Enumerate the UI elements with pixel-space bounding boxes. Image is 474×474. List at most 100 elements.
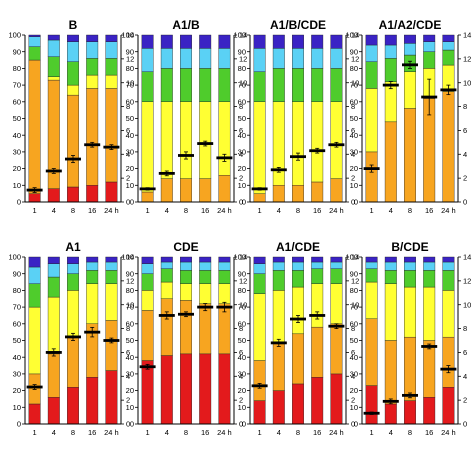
bar-segment: [47, 397, 60, 425]
bar-segment: [365, 261, 378, 269]
y-tick-label: 30: [126, 148, 134, 157]
bar-segment: [180, 256, 192, 263]
panel-title: B: [69, 18, 78, 32]
y-tick-label: 100: [345, 31, 358, 40]
y-tick-label: 10: [13, 181, 21, 190]
bar-segment: [442, 256, 455, 263]
bar-segment: [384, 283, 397, 341]
bar-segment: [423, 261, 436, 271]
y-tick-label: 10: [126, 181, 134, 190]
bar-segment: [272, 101, 285, 186]
bar-segment: [180, 48, 192, 69]
bar-segment: [253, 293, 266, 361]
y2-tick-label: 4: [239, 150, 243, 159]
bar-segment: [442, 336, 455, 388]
y2-tick-label: 4: [351, 372, 355, 381]
bar-segment: [199, 270, 212, 284]
y-tick-label: 80: [126, 64, 134, 73]
y2-tick-label: 14: [239, 253, 247, 262]
x-tick-label: 16: [313, 206, 321, 215]
bar-segment: [330, 283, 343, 324]
bar-segment: [423, 41, 436, 52]
bar-segment: [28, 193, 41, 203]
bar-segment: [404, 336, 416, 401]
y-tick-label: 60: [350, 97, 358, 106]
y2-tick-label: 12: [351, 276, 359, 285]
y-tick-label: 50: [126, 114, 134, 123]
bar-segment: [67, 290, 79, 338]
y-tick-label: 80: [13, 64, 21, 73]
bar-segment: [292, 256, 304, 263]
marker: [251, 187, 268, 191]
y2-tick-label: 8: [351, 102, 355, 111]
x-tick-label: 4: [165, 206, 169, 215]
marker: [158, 171, 175, 175]
y2-tick-label: 12: [351, 54, 359, 63]
bar-segment: [180, 353, 192, 425]
bar-segment: [28, 59, 41, 194]
bar-segment: [199, 256, 212, 263]
y-tick-label: 100: [121, 253, 134, 262]
bar-segment: [28, 283, 41, 308]
y-tick-label: 70: [126, 81, 134, 90]
bar-segment: [272, 290, 285, 345]
bar-segment: [218, 270, 231, 284]
marker: [26, 188, 43, 192]
marker: [290, 317, 306, 321]
bar-segment: [199, 178, 212, 203]
y-tick-label: 100: [8, 253, 21, 262]
bar-segment: [442, 261, 455, 271]
marker: [158, 314, 175, 317]
y-tick-label: 40: [350, 131, 358, 140]
bar-segment: [67, 84, 79, 96]
y-tick-label: 50: [350, 336, 358, 345]
bar-segment: [67, 273, 79, 291]
bar-segment: [272, 256, 285, 263]
y2-tick-label: 10: [463, 300, 471, 309]
bar-segment: [330, 48, 343, 69]
bar-segment: [105, 370, 118, 425]
bar-segment: [272, 34, 285, 49]
bar-segment: [384, 261, 397, 271]
y-tick-label: 70: [126, 303, 134, 312]
marker: [363, 411, 380, 415]
y2-tick-label: 10: [126, 300, 134, 309]
y-tick-label: 0: [242, 420, 246, 429]
bar-segment: [141, 256, 154, 264]
y-tick-label: 100: [345, 253, 358, 262]
bar-segment: [86, 58, 99, 76]
panel-title: A1/B: [172, 18, 200, 32]
bar-segment: [292, 34, 304, 49]
x-tick-label: 8: [296, 428, 300, 437]
bar-segment: [311, 181, 324, 203]
bar-segment: [160, 48, 173, 69]
bar-segment: [28, 36, 41, 47]
bar-segment: [180, 68, 192, 103]
marker: [197, 305, 214, 309]
y-tick-label: 40: [238, 131, 246, 140]
bar-segment: [292, 383, 304, 425]
x-tick-label: 1: [33, 428, 37, 437]
y-tick-label: 60: [13, 319, 21, 328]
bar-segment: [141, 34, 154, 49]
bar-segment: [330, 373, 343, 425]
panel-7: A1/CDE0102030405060708090100024681012141…: [233, 240, 359, 437]
y-tick-label: 50: [126, 336, 134, 345]
y2-tick-label: 14: [463, 253, 471, 262]
y2-tick-label: 2: [463, 174, 467, 183]
bar-segment: [292, 68, 304, 103]
bar-segment: [311, 48, 324, 69]
y-tick-label: 60: [126, 97, 134, 106]
bar-segment: [160, 256, 173, 263]
y-tick-label: 90: [350, 47, 358, 56]
y-tick-label: 0: [17, 198, 21, 207]
bar-segment: [86, 41, 99, 59]
bar-segment: [199, 353, 212, 425]
marker: [216, 156, 233, 160]
bar-segment: [218, 48, 231, 69]
y2-tick-label: 4: [463, 150, 467, 159]
y-tick-label: 40: [126, 353, 134, 362]
